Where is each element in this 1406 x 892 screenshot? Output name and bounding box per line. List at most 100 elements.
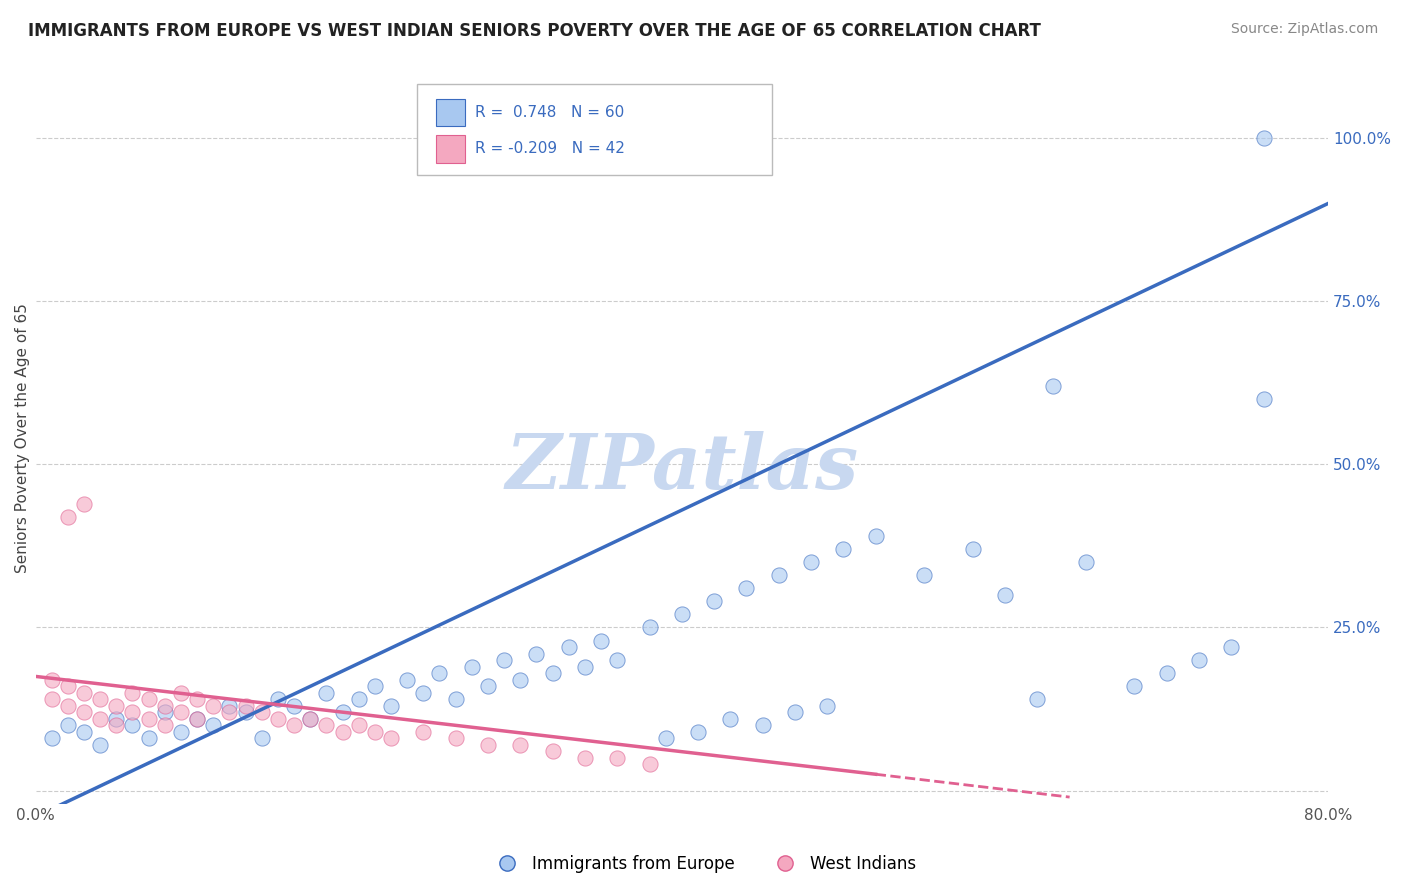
Point bbox=[912, 568, 935, 582]
Point bbox=[218, 706, 240, 720]
Point bbox=[73, 706, 96, 720]
Point bbox=[56, 509, 79, 524]
Point bbox=[541, 666, 564, 681]
Point bbox=[315, 686, 337, 700]
Point bbox=[783, 706, 806, 720]
Point bbox=[121, 706, 143, 720]
Point bbox=[832, 542, 855, 557]
Bar bbox=[436, 135, 465, 163]
Text: Source: ZipAtlas.com: Source: ZipAtlas.com bbox=[1230, 22, 1378, 37]
Point bbox=[89, 712, 111, 726]
Point bbox=[606, 751, 628, 765]
Point bbox=[56, 718, 79, 732]
Point bbox=[89, 692, 111, 706]
Point bbox=[283, 698, 305, 713]
Point bbox=[994, 588, 1017, 602]
Point bbox=[962, 542, 984, 557]
Point bbox=[751, 718, 773, 732]
FancyBboxPatch shape bbox=[416, 84, 772, 175]
Point bbox=[606, 653, 628, 667]
Point bbox=[735, 582, 758, 596]
Text: R = -0.209   N = 42: R = -0.209 N = 42 bbox=[475, 142, 624, 156]
Point bbox=[315, 718, 337, 732]
Point bbox=[41, 692, 63, 706]
Point bbox=[461, 659, 484, 673]
Point bbox=[202, 698, 225, 713]
Point bbox=[250, 706, 273, 720]
Y-axis label: Seniors Poverty Over the Age of 65: Seniors Poverty Over the Age of 65 bbox=[15, 303, 30, 574]
Point bbox=[1253, 392, 1275, 406]
Bar bbox=[436, 98, 465, 127]
Point bbox=[380, 731, 402, 746]
Point bbox=[153, 718, 176, 732]
Point bbox=[121, 686, 143, 700]
Point bbox=[654, 731, 676, 746]
Point bbox=[347, 718, 370, 732]
Point bbox=[153, 698, 176, 713]
Point bbox=[477, 738, 499, 752]
Point bbox=[412, 686, 434, 700]
Point bbox=[121, 718, 143, 732]
Point bbox=[267, 712, 290, 726]
Point bbox=[494, 653, 516, 667]
Point bbox=[1188, 653, 1211, 667]
Point bbox=[283, 718, 305, 732]
Point bbox=[202, 718, 225, 732]
Point bbox=[1253, 131, 1275, 145]
Point bbox=[73, 724, 96, 739]
Point bbox=[412, 724, 434, 739]
Point bbox=[186, 692, 208, 706]
Point bbox=[686, 724, 709, 739]
Point bbox=[638, 620, 661, 634]
Point bbox=[170, 686, 193, 700]
Point bbox=[186, 712, 208, 726]
Point bbox=[444, 692, 467, 706]
Text: ZIPatlas: ZIPatlas bbox=[505, 431, 859, 505]
Point bbox=[396, 673, 419, 687]
Point bbox=[768, 568, 790, 582]
Point bbox=[574, 751, 596, 765]
Point bbox=[56, 679, 79, 693]
Point bbox=[671, 607, 693, 622]
Point bbox=[170, 724, 193, 739]
Point bbox=[105, 712, 128, 726]
Point bbox=[477, 679, 499, 693]
Point bbox=[1074, 555, 1097, 569]
Point bbox=[186, 712, 208, 726]
Point bbox=[718, 712, 741, 726]
Point bbox=[444, 731, 467, 746]
Point bbox=[526, 647, 548, 661]
Point bbox=[41, 731, 63, 746]
Point bbox=[138, 731, 160, 746]
Point bbox=[235, 706, 257, 720]
Point bbox=[41, 673, 63, 687]
Point bbox=[865, 529, 887, 543]
Point bbox=[89, 738, 111, 752]
Point bbox=[558, 640, 581, 654]
Point bbox=[73, 497, 96, 511]
Point bbox=[73, 686, 96, 700]
Point bbox=[105, 718, 128, 732]
Point bbox=[56, 698, 79, 713]
Point bbox=[541, 744, 564, 758]
Point bbox=[1123, 679, 1146, 693]
Point bbox=[138, 692, 160, 706]
Point bbox=[703, 594, 725, 608]
Point bbox=[105, 698, 128, 713]
Point bbox=[364, 679, 387, 693]
Legend: Immigrants from Europe, West Indians: Immigrants from Europe, West Indians bbox=[484, 848, 922, 880]
Point bbox=[380, 698, 402, 713]
Point bbox=[1220, 640, 1243, 654]
Point bbox=[589, 633, 612, 648]
Point bbox=[299, 712, 322, 726]
Point bbox=[364, 724, 387, 739]
Point bbox=[1026, 692, 1049, 706]
Text: R =  0.748   N = 60: R = 0.748 N = 60 bbox=[475, 105, 624, 120]
Point bbox=[1042, 379, 1064, 393]
Point bbox=[170, 706, 193, 720]
Point bbox=[509, 738, 531, 752]
Point bbox=[347, 692, 370, 706]
Point bbox=[218, 698, 240, 713]
Point bbox=[138, 712, 160, 726]
Point bbox=[299, 712, 322, 726]
